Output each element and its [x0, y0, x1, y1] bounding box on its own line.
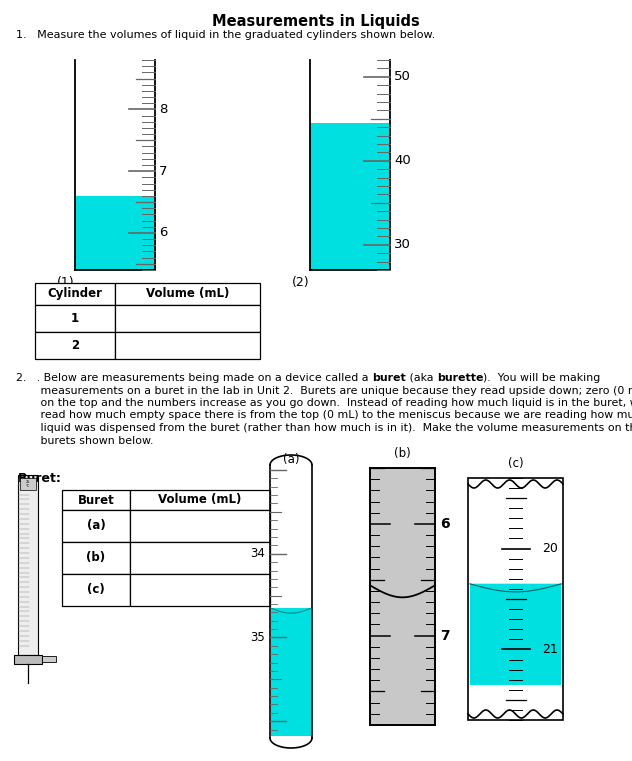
Text: Volume (mL): Volume (mL): [146, 288, 229, 301]
Text: read how much empty space there is from the top (0 mL) to the meniscus because w: read how much empty space there is from …: [16, 410, 632, 421]
Text: 2.   . Below are measurements being made on a device called a: 2. . Below are measurements being made o…: [16, 373, 372, 383]
Text: 50: 50: [394, 70, 411, 83]
Text: Buret: Buret: [78, 493, 114, 507]
Bar: [130, 542, 270, 574]
Text: 6: 6: [159, 227, 167, 240]
Text: (aka: (aka: [406, 373, 437, 383]
Bar: [470, 584, 561, 685]
Text: 25
°C: 25 °C: [26, 479, 30, 489]
Text: 8: 8: [159, 103, 167, 116]
Text: (1): (1): [57, 276, 75, 289]
Text: 7: 7: [440, 629, 449, 642]
Text: Measurements in Liquids: Measurements in Liquids: [212, 14, 420, 29]
Bar: [14, 655, 42, 664]
Text: Cylinder: Cylinder: [47, 288, 102, 301]
Text: measurements on a buret in the lab in Unit 2.  Burets are unique because they re: measurements on a buret in the lab in Un…: [16, 386, 632, 396]
Text: (b): (b): [87, 552, 106, 565]
Bar: [310, 123, 390, 270]
Text: on the top and the numbers increase as you go down.  Instead of reading how much: on the top and the numbers increase as y…: [16, 398, 632, 408]
Text: 6: 6: [440, 517, 449, 531]
Text: 20: 20: [542, 542, 558, 555]
Text: 35: 35: [250, 631, 265, 644]
Bar: [62, 574, 130, 606]
Bar: [35, 283, 115, 305]
Bar: [20, 478, 36, 490]
Bar: [35, 332, 115, 359]
Text: liquid was dispensed from the buret (rather than how much is in it).  Make the v: liquid was dispensed from the buret (rat…: [16, 423, 632, 433]
Bar: [130, 490, 270, 510]
Text: (b): (b): [394, 447, 411, 460]
Bar: [130, 574, 270, 606]
Bar: [271, 608, 311, 736]
Text: burette: burette: [437, 373, 483, 383]
Text: 2: 2: [71, 339, 79, 352]
Bar: [62, 490, 130, 510]
Text: 34: 34: [250, 547, 265, 560]
Text: buret: buret: [372, 373, 406, 383]
Bar: [18, 475, 38, 655]
Bar: [62, 542, 130, 574]
Bar: [115, 305, 260, 332]
Text: ).  You will be making: ). You will be making: [483, 373, 600, 383]
Text: burets shown below.: burets shown below.: [16, 435, 154, 445]
Text: (c): (c): [507, 457, 523, 470]
Text: Buret:: Buret:: [18, 472, 62, 485]
Text: 1: 1: [71, 312, 79, 325]
Text: 7: 7: [159, 164, 167, 177]
Text: 30: 30: [394, 238, 411, 251]
Bar: [115, 332, 260, 359]
Text: 21: 21: [542, 643, 558, 656]
Bar: [75, 196, 155, 270]
Text: (a): (a): [87, 520, 106, 533]
Text: 40: 40: [394, 154, 411, 167]
Text: 1.   Measure the volumes of liquid in the graduated cylinders shown below.: 1. Measure the volumes of liquid in the …: [16, 30, 435, 40]
Text: (2): (2): [292, 276, 310, 289]
Text: (c): (c): [87, 584, 105, 597]
Bar: [370, 468, 435, 725]
Bar: [468, 478, 563, 720]
Bar: [115, 283, 260, 305]
Text: (a): (a): [283, 453, 299, 466]
Bar: [42, 657, 56, 662]
Text: Volume (mL): Volume (mL): [158, 493, 241, 507]
Bar: [130, 510, 270, 542]
Bar: [62, 510, 130, 542]
Bar: [35, 305, 115, 332]
